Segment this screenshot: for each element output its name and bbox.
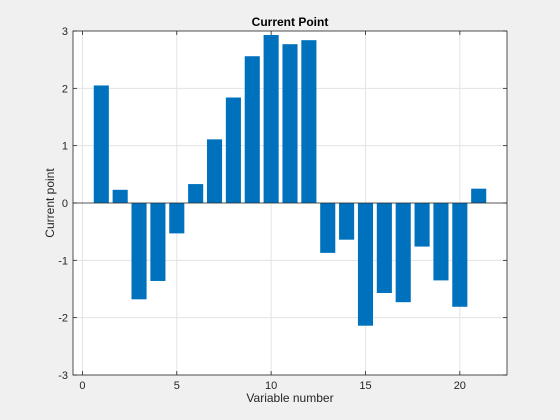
bar-18: [414, 203, 430, 247]
bar-9: [244, 56, 260, 203]
bar-10: [263, 35, 279, 203]
bar-3: [131, 203, 147, 300]
bar-11: [282, 44, 298, 203]
bar-19: [433, 203, 449, 281]
y-tick-label: 3: [62, 26, 68, 38]
y-tick-label: 2: [62, 83, 68, 95]
bar-1: [93, 85, 109, 203]
bar-2: [112, 189, 128, 203]
x-tick-label: 15: [359, 380, 371, 392]
bar-series: [93, 35, 487, 326]
bar-21: [471, 188, 487, 203]
bar-13: [320, 203, 336, 253]
x-tick-label: 10: [265, 380, 277, 392]
axes: [72, 30, 508, 376]
bar-12: [301, 40, 317, 203]
y-tick-label: -3: [58, 370, 68, 382]
bar-14: [339, 203, 355, 240]
bar-5: [169, 203, 185, 234]
x-tick-label: 5: [174, 380, 180, 392]
x-tick-label: 20: [454, 380, 466, 392]
bar-7: [206, 139, 223, 203]
y-tick-label: -1: [58, 255, 68, 267]
y-tick-label: 0: [62, 198, 68, 210]
bar-6: [188, 184, 204, 203]
tick-labels: 0 5 10 15 20 -3 -2 -1 0 1 2 3: [58, 26, 466, 392]
y-axis-label: Current point: [43, 168, 57, 238]
bar-17: [395, 203, 411, 303]
bar-8: [225, 97, 241, 203]
bar-4: [150, 203, 166, 281]
x-tick-label: 0: [79, 380, 85, 392]
bar-16: [376, 203, 392, 294]
y-tick-label: -2: [58, 313, 68, 325]
x-axis-label: Variable number: [246, 391, 333, 405]
chart-title: Current Point: [252, 15, 329, 29]
bar-20: [452, 203, 468, 307]
bar-15: [357, 203, 374, 326]
y-tick-label: 1: [62, 141, 68, 153]
